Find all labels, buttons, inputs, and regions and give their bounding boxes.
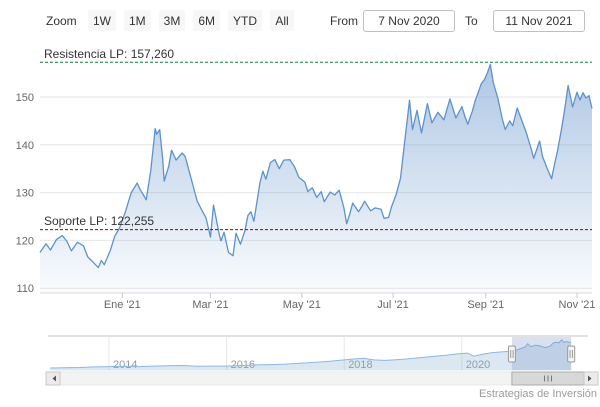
zoom-button-3m[interactable]: 3M (158, 10, 186, 31)
x-axis-label: Mar '21 (192, 299, 228, 311)
price-area (40, 64, 592, 293)
zoom-buttons: 1W 1M 3M 6M YTD All (88, 10, 295, 31)
x-axis-label: Sep '21 (467, 299, 504, 311)
navigator-year-label: 2020 (466, 359, 490, 371)
zoom-button-6m[interactable]: 6M (193, 10, 221, 31)
zoom-button-ytd[interactable]: YTD (228, 10, 263, 31)
to-label: To (465, 14, 478, 28)
navigator-year-label: 2018 (348, 359, 372, 371)
x-axis-label: Jul '21 (377, 299, 408, 311)
scrollbar-right-arrow-icon (588, 375, 592, 382)
y-axis-label: 120 (16, 235, 34, 247)
scrollbar-left-arrow-icon (52, 375, 56, 382)
from-label: From (330, 14, 358, 28)
navigator-year-label: 2014 (113, 359, 137, 371)
toolbar: Zoom 1W 1M 3M 6M YTD All From To (0, 10, 600, 32)
zoom-label: Zoom (46, 14, 77, 28)
navigator-selected-range[interactable] (511, 337, 572, 370)
attribution: Estrategias de Inversión (478, 388, 597, 400)
y-axis-label: 150 (16, 92, 34, 104)
zoom-button-all[interactable]: All (270, 10, 295, 31)
navigator-area (50, 339, 572, 371)
zoom-button-1m[interactable]: 1M (124, 10, 151, 31)
navigator-handle-right[interactable] (567, 345, 576, 363)
navigator-line (50, 339, 572, 369)
x-axis-label: Nov '21 (559, 299, 596, 311)
price-line (39, 63, 593, 269)
y-axis-label: 140 (16, 140, 34, 152)
to-date-input[interactable] (493, 10, 585, 32)
resistance-label: Resistencia LP: 157,260 (44, 47, 175, 61)
support-label: Soporte LP: 122,255 (44, 214, 155, 228)
zoom-button-1w[interactable]: 1W (88, 10, 116, 31)
y-axis-label: 110 (16, 283, 34, 295)
from-date-input[interactable] (363, 10, 455, 32)
navigator-handle-left[interactable] (507, 345, 516, 363)
y-axis-label: 130 (16, 188, 34, 200)
x-axis-label: Ene '21 (104, 299, 141, 311)
x-axis-label: May '21 (283, 299, 321, 311)
scrollbar-track[interactable] (59, 371, 585, 386)
